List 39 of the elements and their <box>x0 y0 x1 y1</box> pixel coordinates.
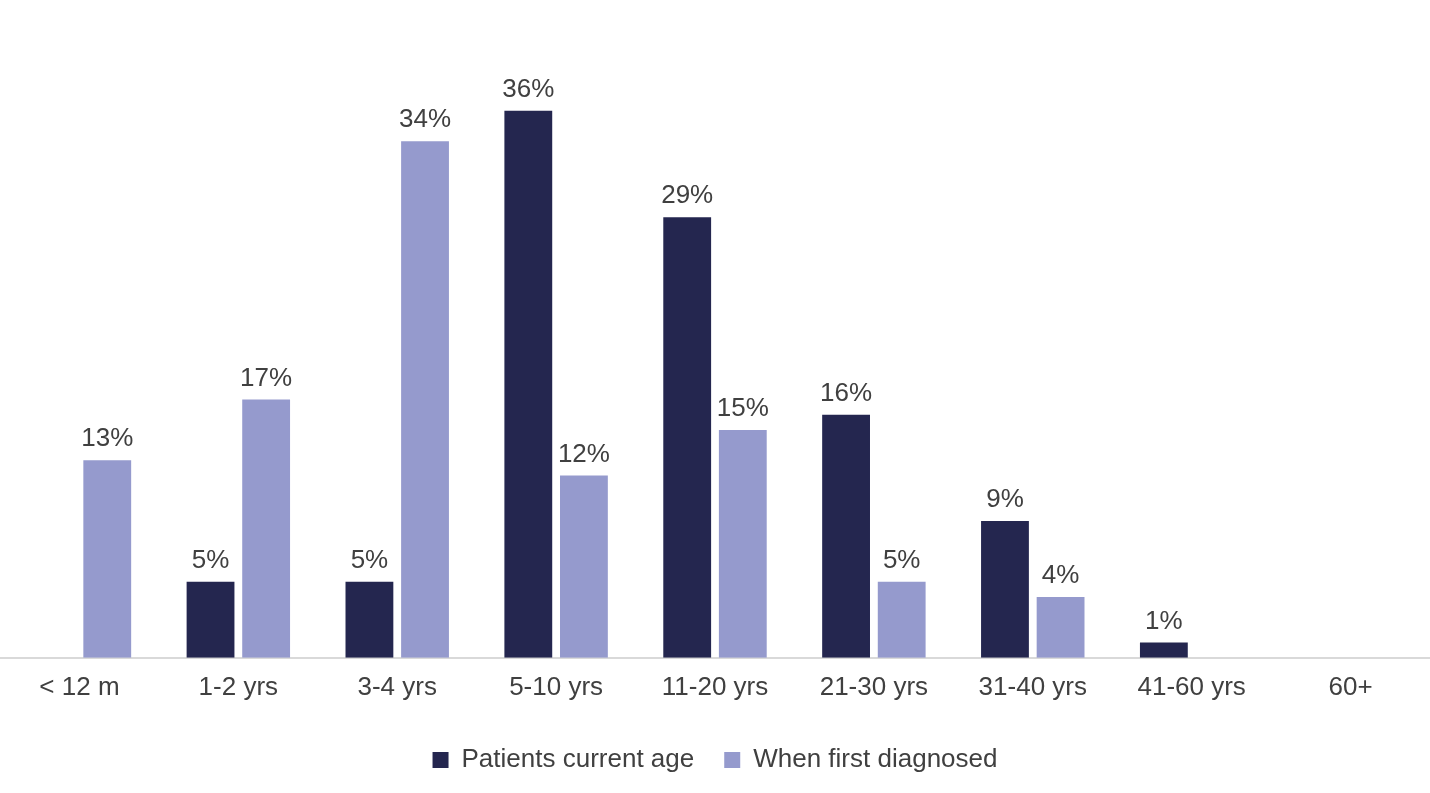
bar <box>242 399 291 658</box>
data-label: 16% <box>820 376 873 407</box>
bar <box>877 581 926 658</box>
data-label: 5% <box>350 544 389 574</box>
bar <box>186 581 235 658</box>
bar <box>718 429 767 658</box>
x-tick-label: 60+ <box>1328 670 1373 701</box>
bar <box>822 414 870 658</box>
data-label: 36% <box>502 72 555 103</box>
x-tick-label: 21-30 yrs <box>819 670 929 701</box>
x-tick-label: 31-40 yrs <box>978 670 1087 701</box>
x-tick-label: 11-20 yrs <box>661 670 769 701</box>
data-label: 4% <box>1041 559 1080 590</box>
x-tick-label: 1-2 yrs <box>198 670 279 701</box>
x-tick-label: 5-10 yrs <box>509 670 604 701</box>
data-label: 15% <box>716 392 769 423</box>
bar <box>345 581 394 658</box>
x-tick-label: 41-60 yrs <box>1137 670 1246 701</box>
bar <box>83 460 132 658</box>
data-label: 12% <box>557 437 610 468</box>
legend-label: When first diagnosed <box>753 743 998 774</box>
data-label: 13% <box>81 422 134 453</box>
data-label: 5% <box>882 544 921 574</box>
bar <box>560 475 608 658</box>
bar <box>1139 642 1188 658</box>
bar <box>1036 597 1085 658</box>
legend-label: Patients current age <box>461 743 695 774</box>
data-label: 17% <box>240 361 293 392</box>
data-label: 1% <box>1145 604 1183 635</box>
bar <box>401 141 449 658</box>
data-label: 29% <box>661 179 714 210</box>
data-label: 5% <box>191 544 230 574</box>
bar <box>504 110 553 658</box>
data-label: 34% <box>399 103 452 134</box>
x-tick-label: 3-4 yrs <box>357 670 437 701</box>
data-label: 9% <box>986 483 1024 514</box>
x-tick-label: < 12 m <box>39 670 120 701</box>
bar <box>981 521 1029 658</box>
bar <box>663 217 712 658</box>
